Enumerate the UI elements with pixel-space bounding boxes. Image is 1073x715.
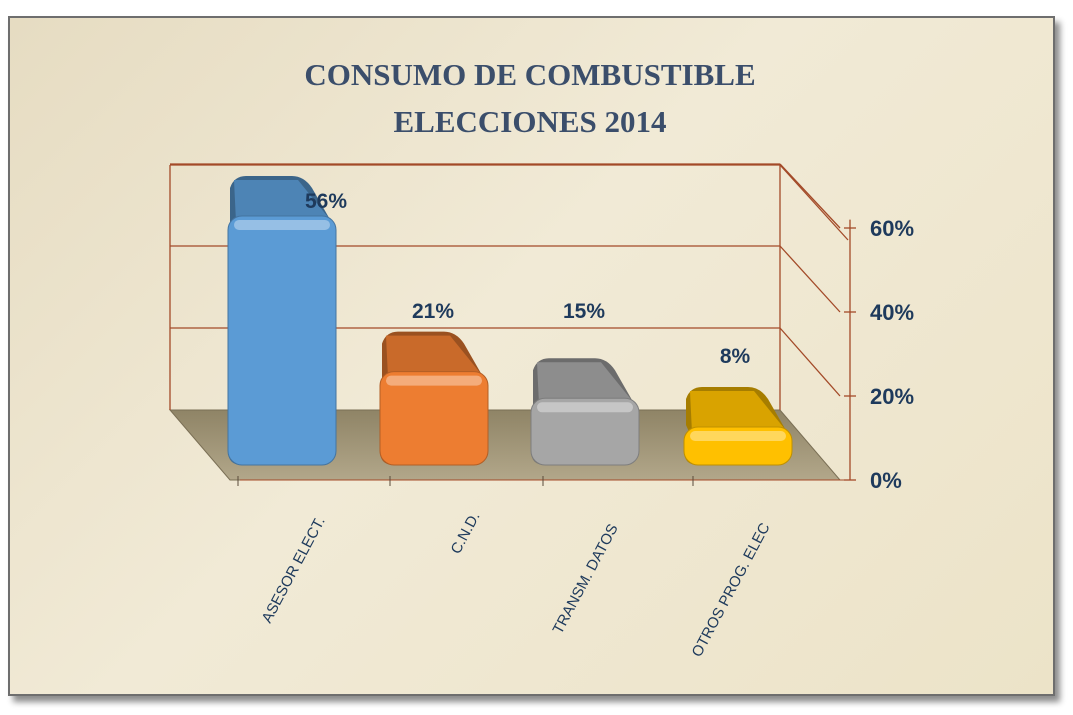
y-tick-label: 20% xyxy=(870,384,914,409)
y-tick-label: 60% xyxy=(870,216,914,241)
y-tick-label: 40% xyxy=(870,300,914,325)
x-tick-label: C.N.D. xyxy=(448,509,484,557)
y-tick-label: 0% xyxy=(870,468,902,493)
data-label: 21% xyxy=(412,300,454,323)
data-label: 56% xyxy=(305,190,347,213)
bar-highlight xyxy=(537,402,633,413)
data-label: 15% xyxy=(563,300,605,323)
bar xyxy=(227,175,337,466)
chart-title: CONSUMO DE COMBUSTIBLE xyxy=(304,57,755,92)
bar xyxy=(530,358,640,466)
x-tick-label: OTROS PROG. ELEC xyxy=(689,520,774,660)
side-wall-top xyxy=(779,164,849,241)
bar-front xyxy=(379,371,489,466)
data-label: 8% xyxy=(720,345,751,368)
chart-frame xyxy=(8,16,1055,696)
bar-highlight xyxy=(690,431,786,441)
chart-subtitle: ELECCIONES 2014 xyxy=(393,104,666,139)
x-tick-label: TRANSM. DATOS xyxy=(550,521,622,637)
bar-highlight xyxy=(386,375,482,386)
gridline-side xyxy=(779,327,841,397)
bar-top xyxy=(234,179,332,222)
bar-highlight xyxy=(234,219,330,230)
bar-top xyxy=(537,362,635,405)
bar-top xyxy=(690,391,788,433)
bar xyxy=(379,331,489,466)
bar-top xyxy=(386,335,484,378)
bar xyxy=(683,387,793,466)
x-tick-label: ASESOR ELECT. xyxy=(259,514,329,626)
bar-front xyxy=(227,215,337,466)
gridline-side xyxy=(779,245,841,313)
gridline-side xyxy=(779,163,841,229)
bar-front xyxy=(530,397,640,466)
